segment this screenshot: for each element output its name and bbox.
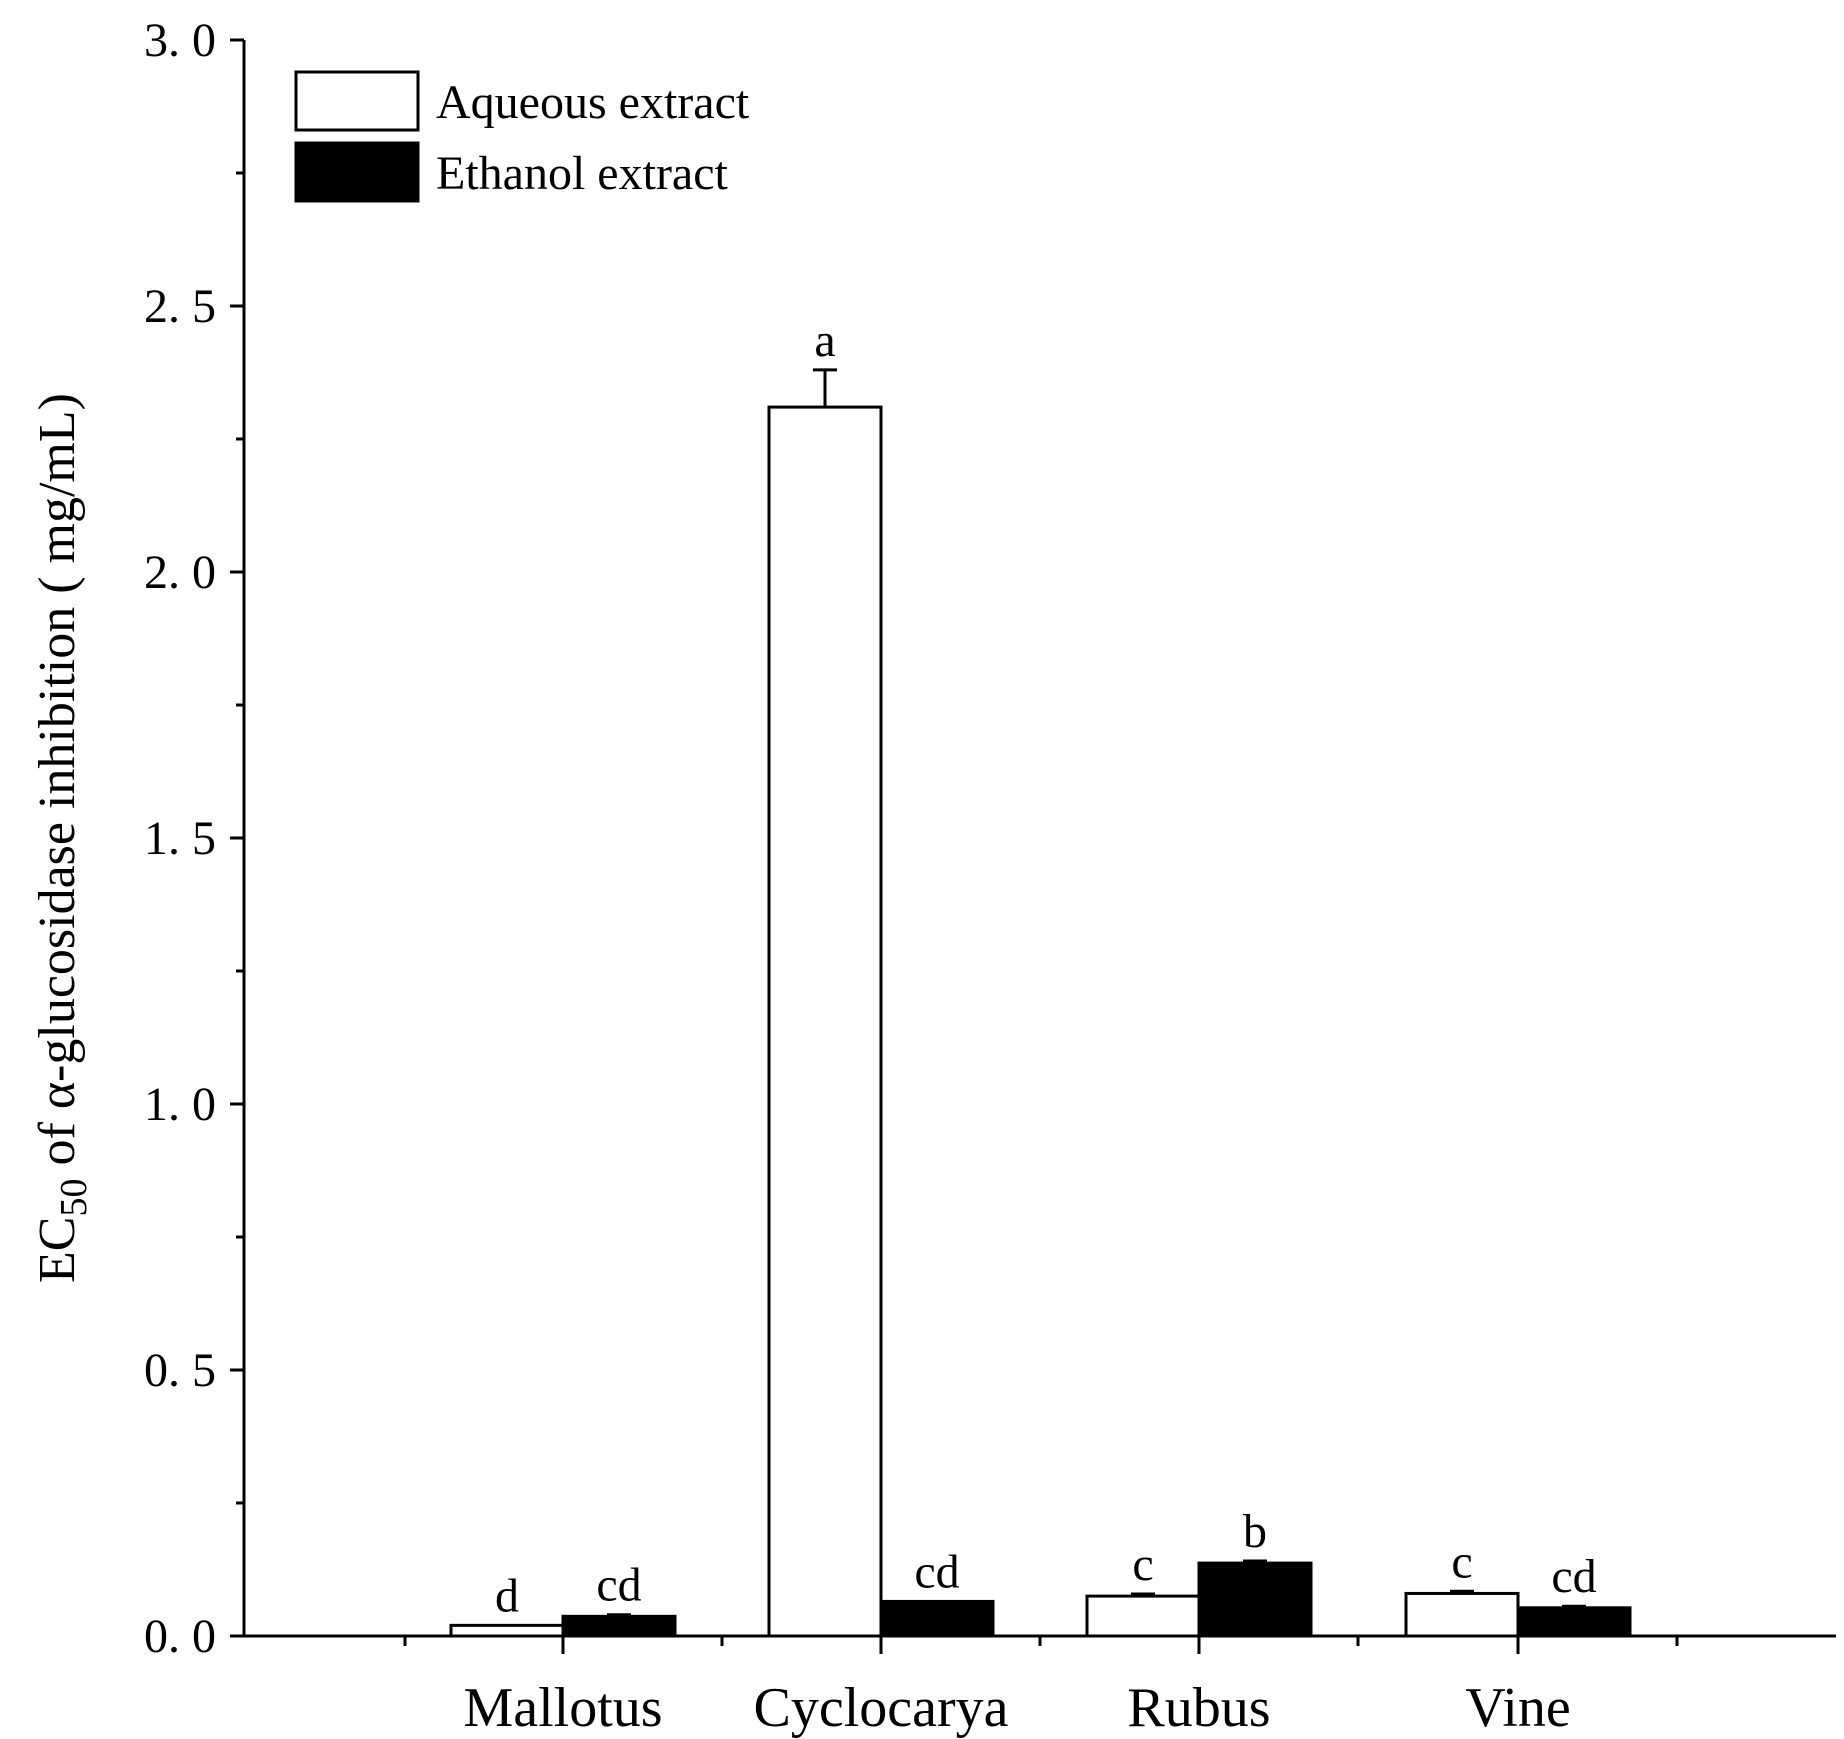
bar-ethanol xyxy=(561,1614,677,1638)
bar-ethanol xyxy=(879,1599,995,1638)
y-tick-label: 2. 0 xyxy=(144,546,216,599)
significance-letter: c xyxy=(1451,1535,1472,1588)
legend-swatch-ethanol xyxy=(294,141,420,203)
category-labels: Mallotus Cyclocarya Rubus Vine xyxy=(463,1677,1570,1739)
significance-letter: cd xyxy=(596,1559,641,1612)
significance-letter: b xyxy=(1243,1505,1267,1558)
error-bars xyxy=(607,368,1586,1617)
category-label: Cyclocarya xyxy=(754,1677,1009,1739)
y-axis-label: EC50 of α-glucosidase inhibition ( mg/mL… xyxy=(29,393,95,1283)
category-label: Mallotus xyxy=(463,1677,662,1739)
category-label: Vine xyxy=(1465,1677,1571,1739)
bar-aqueous xyxy=(767,405,883,1638)
significance-letter: d xyxy=(495,1569,519,1622)
axes xyxy=(242,40,1836,1638)
y-tick-label: 2. 5 xyxy=(144,280,216,333)
legend-swatch-aqueous xyxy=(294,70,420,132)
bar-aqueous xyxy=(1085,1594,1201,1638)
significance-letter: a xyxy=(814,314,835,367)
y-axis-label-subscript: 50 xyxy=(53,1179,95,1217)
bars xyxy=(449,405,1632,1638)
legend-label-ethanol: Ethanol extract xyxy=(436,147,729,200)
bar-ethanol xyxy=(1516,1606,1632,1638)
bar-ethanol xyxy=(1197,1561,1313,1638)
y-axis-label-suffix: of α-glucosidase inhibition ( mg/mL) xyxy=(29,393,86,1178)
legend: Aqueous extract Ethanol extract xyxy=(294,70,750,203)
y-tick-label: 0. 5 xyxy=(144,1344,216,1397)
y-tick-label: 3. 0 xyxy=(144,14,216,67)
bar-aqueous xyxy=(449,1623,565,1638)
y-tick-label: 1. 0 xyxy=(144,1078,216,1131)
significance-letter: cd xyxy=(914,1545,959,1598)
x-ticks xyxy=(403,1636,1679,1654)
bar-aqueous xyxy=(1404,1591,1520,1638)
category-label: Rubus xyxy=(1127,1677,1270,1739)
significance-letter: c xyxy=(1132,1538,1153,1591)
y-ticks: 0. 0 0. 5 1. 0 1. 5 2. 0 2. 5 3. 0 xyxy=(144,14,244,1663)
y-tick-label: 1. 5 xyxy=(144,812,216,865)
legend-label-aqueous: Aqueous extract xyxy=(436,76,750,129)
significance-letter: cd xyxy=(1551,1550,1596,1603)
significance-labels: d a c c cd cd b cd xyxy=(495,314,1597,1623)
y-axis-label-prefix: EC xyxy=(29,1217,86,1283)
y-tick-label: 0. 0 xyxy=(144,1610,216,1663)
